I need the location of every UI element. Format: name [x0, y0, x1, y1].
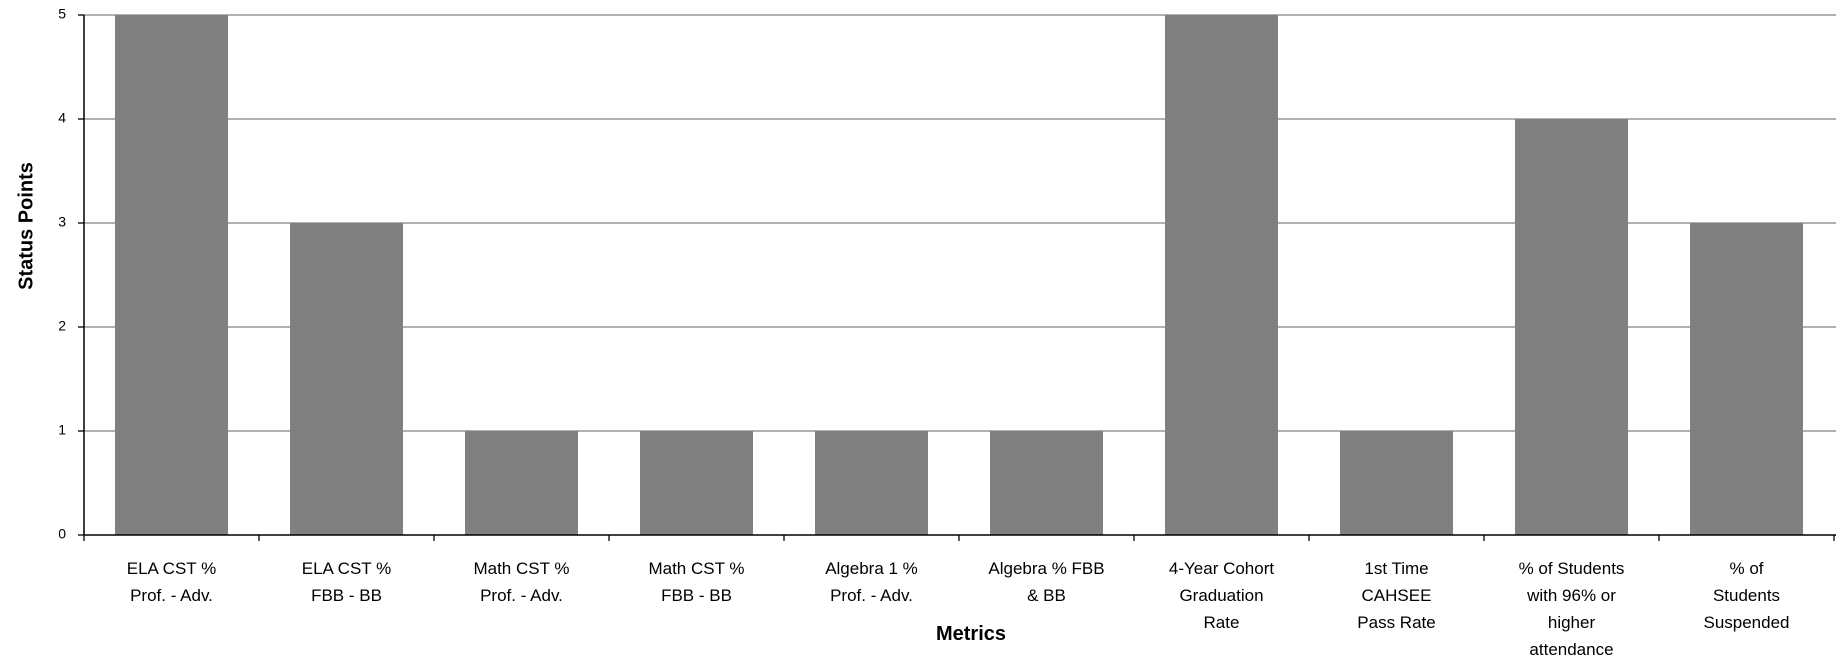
- bar: [1165, 15, 1278, 535]
- x-tick-labels: ELA CST % Prof. - Adv.ELA CST % FBB - BBMa…: [127, 559, 1790, 659]
- x-tick-label-line: Algebra % FBB: [988, 559, 1104, 578]
- axes: [78, 14, 1836, 541]
- x-tick-label: Math CST % Prof. - Adv.: [473, 559, 569, 605]
- bar: [640, 431, 753, 535]
- x-tick-label-line: 4-Year Cohort: [1169, 559, 1274, 578]
- x-tick-label: Algebra % FBB & BB: [988, 559, 1104, 605]
- y-tick-label: 3: [58, 214, 66, 230]
- x-tick-label-line: FBB - BB: [311, 586, 382, 605]
- x-tick-label-line: FBB - BB: [661, 586, 732, 605]
- x-tick-label: Algebra 1 % Prof. - Adv.: [825, 559, 918, 605]
- x-tick-label: % of Students Suspended: [1703, 559, 1789, 632]
- y-tick-label: 5: [58, 6, 66, 22]
- y-tick-label: 1: [58, 422, 66, 438]
- x-tick-label-line: & BB: [1027, 586, 1066, 605]
- x-tick-label-line: Graduation: [1179, 586, 1263, 605]
- x-tick-label-line: Math CST %: [473, 559, 569, 578]
- x-tick-label-line: ELA CST %: [127, 559, 216, 578]
- x-tick-label: 4-Year Cohort Graduation Rate: [1169, 559, 1274, 632]
- x-tick-label-line: 1st Time: [1364, 559, 1428, 578]
- bar: [465, 431, 578, 535]
- x-tick-label-line: ELA CST %: [302, 559, 391, 578]
- x-tick-label-line: Pass Rate: [1357, 613, 1435, 632]
- bar: [1340, 431, 1453, 535]
- x-tick-label-line: Prof. - Adv.: [480, 586, 563, 605]
- y-tick-label: 2: [58, 318, 66, 334]
- x-tick-label-line: Prof. - Adv.: [130, 586, 213, 605]
- x-tick-label: 1st Time CAHSEE Pass Rate: [1357, 559, 1435, 632]
- bar: [290, 223, 403, 535]
- x-tick-label-line: Rate: [1204, 613, 1240, 632]
- bar: [115, 15, 228, 535]
- x-axis-title: Metrics: [936, 623, 1006, 645]
- x-tick-label-line: Suspended: [1703, 613, 1789, 632]
- bar: [1690, 223, 1803, 535]
- x-tick-label-line: higher: [1548, 613, 1596, 632]
- y-tick-label: 4: [58, 110, 66, 126]
- x-tick-label: ELA CST % Prof. - Adv.: [127, 559, 216, 605]
- x-tick-label-line: Students: [1713, 586, 1780, 605]
- y-tick-labels: 0 1 2 3 4 5: [58, 6, 66, 542]
- x-tick-label-line: % of Students: [1519, 559, 1625, 578]
- x-tick-label: ELA CST % FBB - BB: [302, 559, 391, 605]
- x-tick-label-line: Algebra 1 %: [825, 559, 918, 578]
- x-tick-label: Math CST % FBB - BB: [648, 559, 744, 605]
- x-tick-label-line: CAHSEE: [1362, 586, 1432, 605]
- x-tick-label-line: attendance: [1529, 640, 1613, 659]
- bars: [115, 15, 1803, 535]
- x-tick-label-line: with 96% or: [1526, 586, 1616, 605]
- bar: [990, 431, 1103, 535]
- bar: [1515, 119, 1628, 535]
- y-tick-label: 0: [58, 526, 66, 542]
- x-tick-label-line: Math CST %: [648, 559, 744, 578]
- y-axis-title: Status Points: [15, 162, 37, 290]
- x-tick-label: % of Students with 96% or higher attendance: [1519, 559, 1625, 659]
- x-tick-label-line: Prof. - Adv.: [830, 586, 913, 605]
- bar: [815, 431, 928, 535]
- x-tick-label-line: % of: [1729, 559, 1763, 578]
